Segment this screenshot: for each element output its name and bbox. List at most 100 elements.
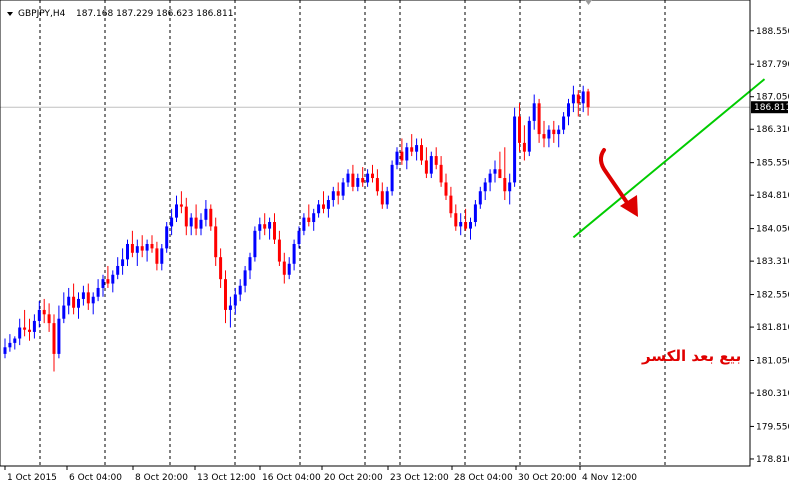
candle-body (194, 217, 198, 229)
candle-body (135, 246, 139, 253)
candle (434, 147, 438, 170)
y-tick-label: 187.790 (756, 60, 789, 70)
candle-body (170, 217, 174, 227)
candle (233, 287, 237, 315)
plot-frame (0, 0, 751, 467)
candle (567, 98, 570, 126)
candle (13, 336, 17, 350)
candle (130, 230, 134, 258)
candle (562, 112, 566, 135)
candle-body (429, 156, 433, 174)
y-tick-label: 183.310 (756, 257, 789, 267)
candle (140, 235, 144, 258)
candle (77, 292, 80, 319)
candle (439, 156, 443, 187)
candle-body (32, 320, 36, 332)
candle-body (532, 103, 536, 121)
x-tick-label: 6 Oct 04:00 (69, 473, 122, 483)
candle-body (454, 213, 458, 227)
candle-body (405, 147, 409, 161)
candle (415, 138, 419, 161)
candle-body (47, 314, 51, 324)
candle (42, 298, 46, 324)
candle-body (160, 248, 164, 264)
candle (150, 235, 154, 253)
candle-body (130, 243, 134, 253)
candle (228, 296, 232, 328)
candle (557, 125, 561, 148)
candle-body (184, 206, 188, 227)
candle-body (415, 145, 419, 152)
candle-body (72, 296, 76, 308)
candle-body (189, 217, 193, 227)
candle-body (562, 116, 566, 130)
candle (576, 90, 580, 117)
chart-menu-triangle-icon[interactable] (7, 12, 13, 16)
candle-body (37, 309, 41, 321)
candle (248, 252, 252, 280)
candle (366, 169, 370, 187)
x-tick-label: 8 Oct 20:00 (135, 473, 188, 483)
candle (483, 178, 487, 201)
candle-body (527, 120, 531, 152)
candle (542, 120, 546, 148)
candle-body (420, 145, 423, 161)
candle-body (444, 182, 448, 196)
candle (214, 217, 218, 266)
candle-body (175, 204, 178, 218)
candle (160, 243, 164, 271)
candle (488, 169, 492, 192)
candle-body (238, 285, 242, 295)
candle (586, 88, 590, 116)
candle (273, 213, 276, 244)
candle-body (42, 309, 46, 315)
candle (469, 217, 472, 240)
candle (3, 338, 7, 359)
candle (302, 213, 306, 236)
candle (390, 160, 394, 196)
x-axis: 1 Oct 2015 6 Oct 04:00 8 Oct 20:00 13 Oct 1… (4, 466, 637, 483)
candle (322, 191, 325, 214)
candles (3, 85, 590, 372)
candle-body (307, 217, 311, 223)
candle-body (81, 292, 85, 299)
candle (199, 213, 203, 236)
candle (67, 287, 71, 315)
candle-body (145, 243, 149, 251)
candle-body (567, 103, 570, 117)
candle-body (243, 270, 247, 286)
candle (219, 248, 223, 288)
candle-body (248, 257, 252, 271)
y-tick-label: 187.050 (756, 93, 789, 103)
candle (532, 94, 536, 130)
candle-body (478, 191, 482, 205)
candle-body (395, 151, 399, 165)
candle (341, 178, 345, 201)
y-tick-label: 185.550 (756, 159, 789, 169)
ohlc-label: 187.168 187.229 186.623 186.811 (76, 9, 233, 19)
candle-body (67, 296, 71, 306)
down-arrow-icon (599, 148, 638, 217)
candle-body (28, 329, 31, 332)
candle (429, 151, 433, 179)
candle (101, 274, 105, 297)
candle (518, 103, 521, 152)
y-tick-label: 178.810 (756, 455, 789, 465)
candle-body (179, 204, 183, 207)
candle-body (537, 103, 541, 135)
candle (498, 151, 502, 179)
candle (508, 173, 512, 205)
candle-body (8, 342, 12, 348)
candle-body (165, 226, 169, 249)
candle-body (111, 274, 115, 284)
candle-body (214, 226, 218, 258)
candle (292, 239, 296, 271)
candle-body (547, 129, 551, 139)
trendline[interactable] (572, 78, 766, 239)
y-tick-label: 184.050 (756, 225, 789, 235)
candle-body (488, 173, 492, 183)
candle-body (121, 259, 125, 266)
x-tick-label: 20 Oct 20:00 (324, 473, 383, 483)
